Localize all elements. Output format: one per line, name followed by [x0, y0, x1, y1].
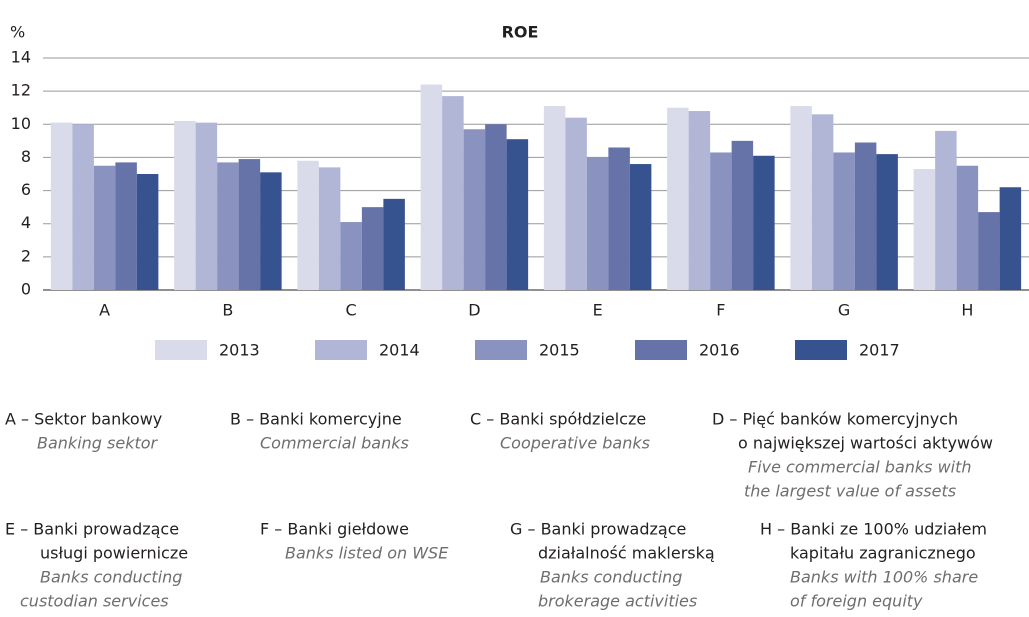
bar: [956, 165, 979, 290]
bar: [629, 164, 652, 290]
legend-swatch: [635, 340, 687, 360]
note-label: H – Banki ze 100% udziałem: [760, 520, 987, 539]
bar: [195, 122, 218, 290]
note-english: Banks conducting: [40, 568, 182, 587]
note-label: F – Banki giełdowe: [260, 520, 409, 539]
bar: [93, 165, 116, 290]
note-label: A – Sektor bankowy: [5, 410, 162, 429]
bar: [811, 114, 834, 290]
y-axis-label: %: [10, 23, 25, 42]
legend-label: 2017: [859, 341, 900, 360]
bar: [688, 111, 711, 291]
bar: [586, 157, 609, 290]
y-tick-label: 4: [21, 213, 31, 232]
legend-label: 2015: [539, 341, 580, 360]
bar: [667, 107, 689, 290]
bar: [136, 174, 159, 290]
note-label: usługi powiernicze: [40, 544, 188, 563]
y-tick-label: 10: [11, 114, 31, 133]
bar: [753, 155, 775, 290]
bar: [442, 96, 464, 290]
x-tick-label: B: [222, 301, 233, 320]
bar: [174, 120, 196, 290]
bar: [238, 159, 261, 290]
legend-swatch: [795, 340, 847, 360]
x-tick-label: F: [716, 301, 725, 320]
legend-label: 2016: [699, 341, 740, 360]
bar: [999, 187, 1022, 290]
bar: [420, 84, 443, 290]
bar: [463, 129, 486, 290]
x-tick-label: C: [346, 301, 357, 320]
bar: [485, 124, 507, 291]
note-label: D – Pięć banków komercyjnych: [712, 410, 958, 429]
y-tick-label: 0: [21, 280, 31, 299]
x-tick-label: E: [593, 301, 603, 320]
bar: [260, 172, 282, 290]
note-english: Commercial banks: [260, 434, 409, 453]
bar: [115, 162, 137, 290]
x-tick-label: G: [838, 301, 850, 320]
note-english: Five commercial banks with: [748, 458, 972, 477]
bar: [383, 198, 405, 290]
bar: [876, 154, 898, 290]
note-english: the largest value of assets: [744, 482, 956, 501]
legend-swatch: [475, 340, 527, 360]
note-english: Banks listed on WSE: [285, 544, 449, 563]
y-tick-label: 2: [21, 246, 31, 265]
bar: [340, 222, 362, 290]
y-tick-label: 12: [11, 81, 31, 100]
bar: [790, 106, 812, 290]
bar: [854, 142, 877, 290]
x-tick-label: H: [961, 301, 973, 320]
bar: [935, 130, 957, 290]
bar: [731, 140, 754, 290]
note-english: Cooperative banks: [500, 434, 650, 453]
legend-label: 2013: [219, 341, 260, 360]
note-label: G – Banki prowadzące: [510, 520, 686, 539]
bar: [506, 139, 529, 290]
x-tick-label: A: [99, 301, 110, 320]
bar: [833, 152, 855, 290]
bar: [318, 167, 341, 290]
bar: [72, 124, 94, 291]
note-label: o największej wartości aktywów: [738, 434, 993, 453]
note-label: C – Banki spółdzielcze: [470, 410, 646, 429]
note-english: custodian services: [20, 592, 169, 611]
bar: [543, 106, 566, 290]
legend-swatch: [155, 340, 207, 360]
bar: [978, 212, 1000, 290]
y-tick-label: 14: [11, 48, 31, 67]
note-english: Banks conducting: [540, 568, 682, 587]
legend-swatch: [315, 340, 367, 360]
bar: [608, 147, 630, 290]
bar: [710, 152, 732, 290]
bar: [217, 162, 239, 290]
note-label: B – Banki komercyjne: [230, 410, 402, 429]
bar: [50, 122, 73, 290]
note-english: Banking sektor: [37, 434, 159, 453]
chart-title: ROE: [502, 23, 539, 42]
legend-label: 2014: [379, 341, 420, 360]
note-english: brokerage activities: [538, 592, 697, 611]
note-label: E – Banki prowadzące: [5, 520, 179, 539]
bar: [565, 117, 587, 291]
note-label: kapitału zagranicznego: [790, 544, 976, 563]
y-tick-label: 6: [21, 180, 31, 199]
y-tick-label: 8: [21, 147, 31, 166]
bar: [297, 160, 319, 290]
bar: [361, 207, 384, 290]
note-english: Banks with 100% share: [790, 568, 978, 587]
x-tick-label: D: [468, 301, 480, 320]
bar: [913, 169, 936, 290]
note-label: działalność maklerską: [538, 544, 715, 563]
note-english: of foreign equity: [790, 592, 923, 611]
